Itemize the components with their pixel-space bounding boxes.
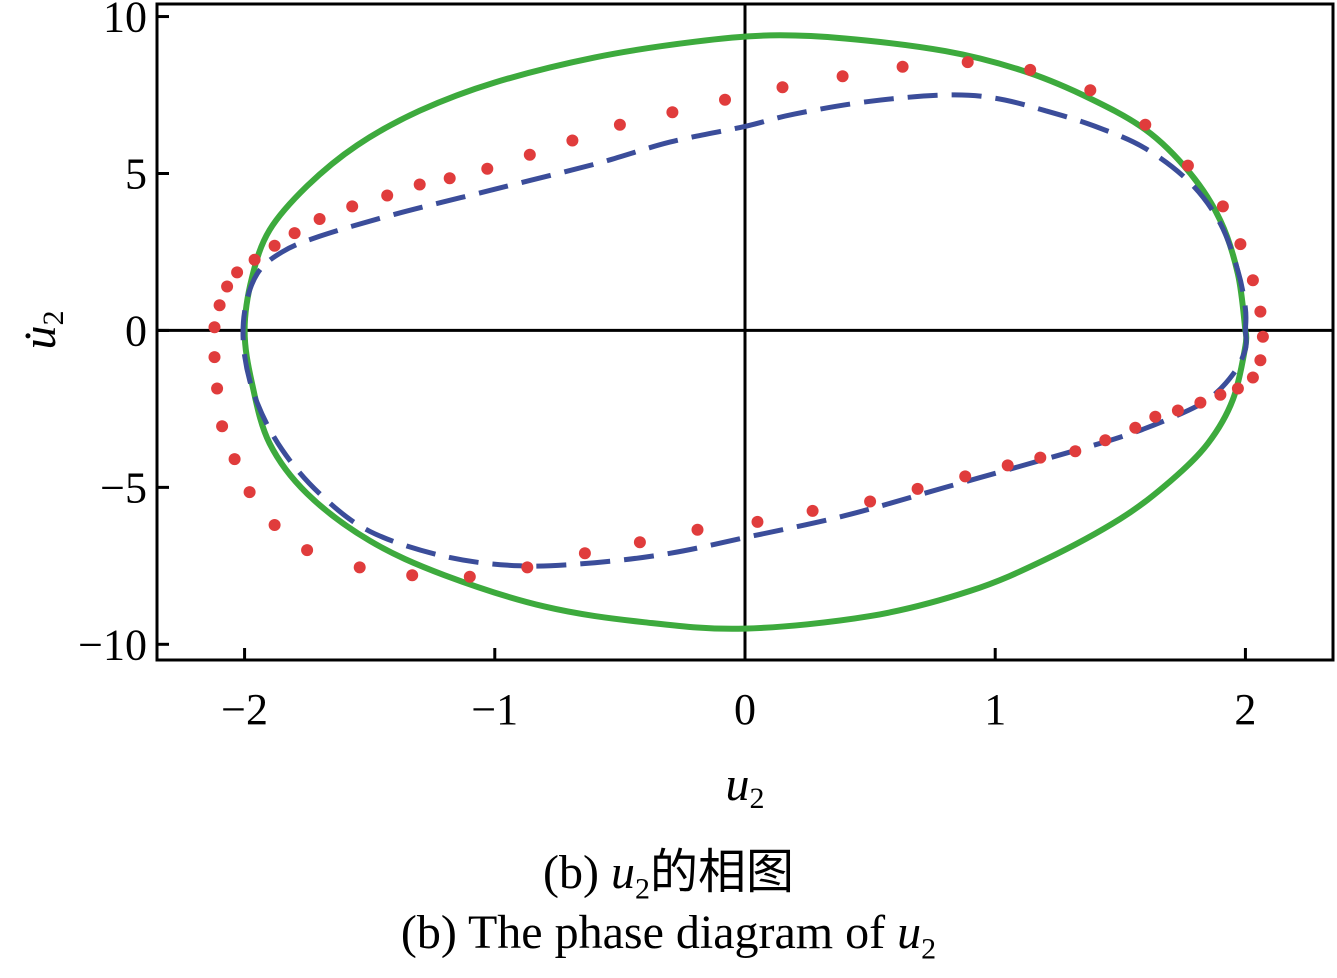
series-layer <box>208 32 1269 632</box>
series-2-point-21 <box>961 56 974 69</box>
caption-1-suffix: 的相图 <box>649 846 794 899</box>
series-2-point-44 <box>911 482 924 495</box>
caption-line-1: (b) u2的相图 <box>0 832 1337 907</box>
plot-area <box>155 2 1335 662</box>
y-tick-label-3: 5 <box>125 149 147 198</box>
caption-1-sub: 2 <box>634 872 650 906</box>
y-tick-label-4: 10 <box>103 0 147 42</box>
series-2-point-50 <box>578 547 591 560</box>
series-2-point-5 <box>268 239 281 252</box>
series-2-point-14 <box>566 134 579 147</box>
x-tick-label-4: 2 <box>1234 685 1256 734</box>
series-2-point-30 <box>1256 330 1269 343</box>
x-tick-label-1: −1 <box>471 685 518 734</box>
series-2-point-13 <box>523 148 536 161</box>
axis-labels: u2 u̇2 <box>13 311 765 816</box>
series-2-point-10 <box>413 178 426 191</box>
series-2-point-11 <box>443 172 456 185</box>
x-tick-label-3: 1 <box>984 685 1006 734</box>
series-2-point-41 <box>1034 451 1047 464</box>
x-axis-label-sub: 2 <box>750 782 765 815</box>
series-2-point-32 <box>1246 371 1259 384</box>
series-2-point-23 <box>1084 84 1097 97</box>
series-2-point-26 <box>1216 200 1229 213</box>
series-2-point-19 <box>836 70 849 83</box>
series-2-point-1 <box>213 299 226 312</box>
caption-2-prefix: (b) The phase diagram of <box>400 906 898 959</box>
series-2-point-43 <box>959 470 972 483</box>
series-2-point-49 <box>633 536 646 549</box>
series-2-point-57 <box>243 486 256 499</box>
y-axis-label: u̇2 <box>13 311 70 350</box>
x-axis-label-var: u <box>726 758 750 811</box>
series-2-point-56 <box>268 519 281 531</box>
series-2-point-33 <box>1231 382 1244 395</box>
caption-2-sub: 2 <box>921 932 937 966</box>
series-2-point-40 <box>1069 445 1082 458</box>
series-2-point-39 <box>1099 434 1112 447</box>
x-axis-label: u2 <box>726 758 765 815</box>
y-axis-label-var: u̇ <box>13 326 66 350</box>
series-2-point-53 <box>406 569 419 582</box>
y-tick-label-0: −10 <box>78 620 147 669</box>
series-2-point-52 <box>463 570 476 583</box>
series-2-point-25 <box>1181 159 1194 172</box>
series-2-point-7 <box>313 213 326 225</box>
series-2-point-3 <box>231 266 244 279</box>
series-2-point-18 <box>776 81 789 94</box>
series-2-point-37 <box>1149 410 1162 423</box>
series-2-point-2 <box>221 280 234 293</box>
series-2-point-34 <box>1214 388 1227 401</box>
x-tick-label-2: 0 <box>734 685 756 734</box>
series-2-point-45 <box>864 495 877 508</box>
series-2-point-4 <box>248 253 261 266</box>
series-1-line <box>240 92 1249 569</box>
series-2-point-0 <box>208 321 221 334</box>
y-tick-label-1: −5 <box>100 463 147 512</box>
caption-line-2: (b) The phase diagram of u2 <box>0 905 1337 967</box>
series-2-point-48 <box>691 523 704 536</box>
series-2-point-27 <box>1234 238 1247 251</box>
series-2-point-6 <box>288 227 301 240</box>
caption-2-var: u <box>897 906 922 959</box>
y-axis-label-sub: 2 <box>37 311 70 326</box>
series-2-point-47 <box>751 515 764 528</box>
series-2-point-58 <box>228 453 241 466</box>
series-2-point-17 <box>719 93 731 106</box>
series-2-point-29 <box>1254 305 1267 318</box>
y-tick-label-2: 0 <box>125 306 147 355</box>
series-2-point-22 <box>1024 63 1037 76</box>
series-2-point-54 <box>353 561 366 574</box>
series-2-point-61 <box>208 351 221 364</box>
series-2-point-35 <box>1194 396 1207 409</box>
caption-1-prefix: (b) <box>543 846 611 899</box>
series-2-point-12 <box>481 162 494 175</box>
series-2-point-42 <box>1001 459 1014 472</box>
series-2-point-8 <box>346 200 359 213</box>
series-2-point-36 <box>1171 404 1184 417</box>
series-2-point-15 <box>613 118 626 131</box>
series-2-point-46 <box>806 504 819 517</box>
series-2-point-38 <box>1129 421 1142 434</box>
series-2-point-31 <box>1254 354 1267 367</box>
x-tick-label-0: −2 <box>221 685 268 734</box>
series-2-point-20 <box>896 60 909 73</box>
series-2-point-16 <box>666 106 679 119</box>
series-2-point-59 <box>216 420 229 433</box>
caption-1-var: u <box>610 846 635 899</box>
series-2-point-60 <box>211 382 224 395</box>
series-2-point-28 <box>1246 274 1259 287</box>
series-2-point-55 <box>301 544 314 557</box>
series-2-point-9 <box>381 189 394 202</box>
series-2-point-24 <box>1139 118 1152 131</box>
series-2-point-51 <box>521 561 534 574</box>
